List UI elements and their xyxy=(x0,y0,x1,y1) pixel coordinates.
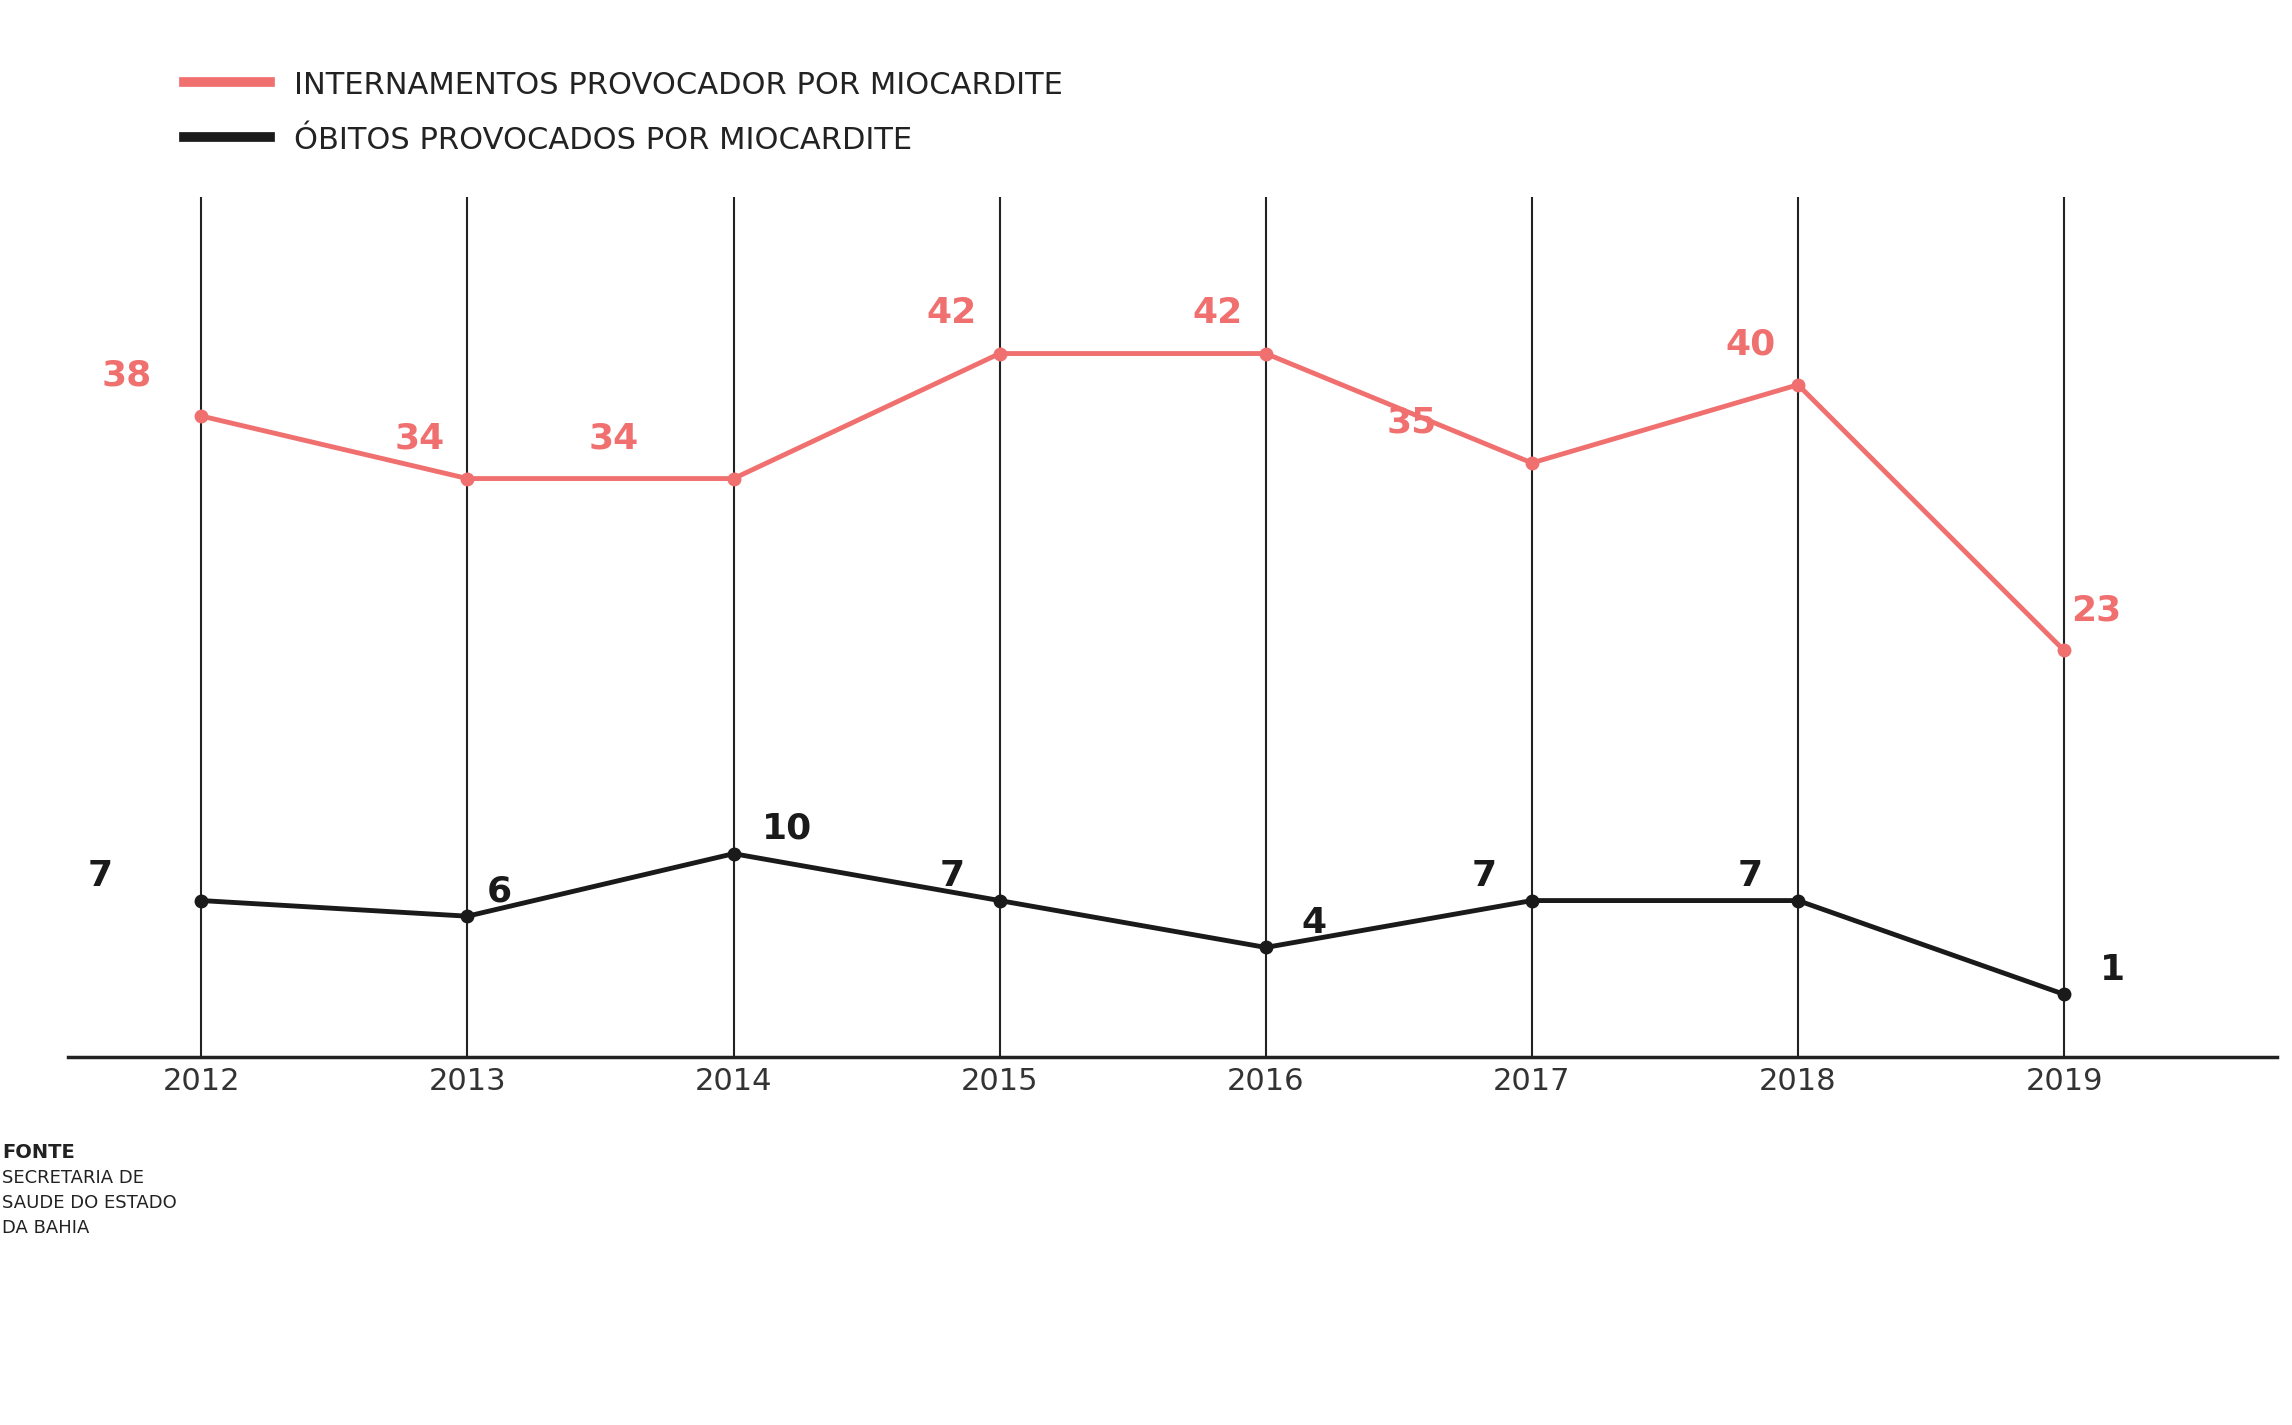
Text: 42: 42 xyxy=(926,296,976,331)
Text: 6: 6 xyxy=(486,875,511,908)
Legend: INTERNAMENTOS PROVOCADOR POR MIOCARDITE, ÓBITOS PROVOCADOS POR MIOCARDITE: INTERNAMENTOS PROVOCADOR POR MIOCARDITE,… xyxy=(172,58,1075,167)
Text: 7: 7 xyxy=(940,859,965,892)
Text: 7: 7 xyxy=(1737,859,1763,892)
Text: 34: 34 xyxy=(589,422,639,455)
Text: 42: 42 xyxy=(1192,296,1242,331)
Text: 35: 35 xyxy=(1387,406,1437,439)
Text: 40: 40 xyxy=(1726,328,1776,362)
Text: SECRETARIA DE
SAUDE DO ESTADO
DA BAHIA: SECRETARIA DE SAUDE DO ESTADO DA BAHIA xyxy=(2,1168,176,1237)
Text: 38: 38 xyxy=(101,359,151,393)
Text: 23: 23 xyxy=(2072,593,2120,627)
Text: 10: 10 xyxy=(761,812,811,846)
Text: 4: 4 xyxy=(1302,906,1327,939)
Text: 1: 1 xyxy=(2099,952,2125,986)
Text: 7: 7 xyxy=(1471,859,1497,892)
Text: 7: 7 xyxy=(87,859,112,892)
Text: 34: 34 xyxy=(394,422,445,455)
Text: FONTE: FONTE xyxy=(2,1143,76,1161)
